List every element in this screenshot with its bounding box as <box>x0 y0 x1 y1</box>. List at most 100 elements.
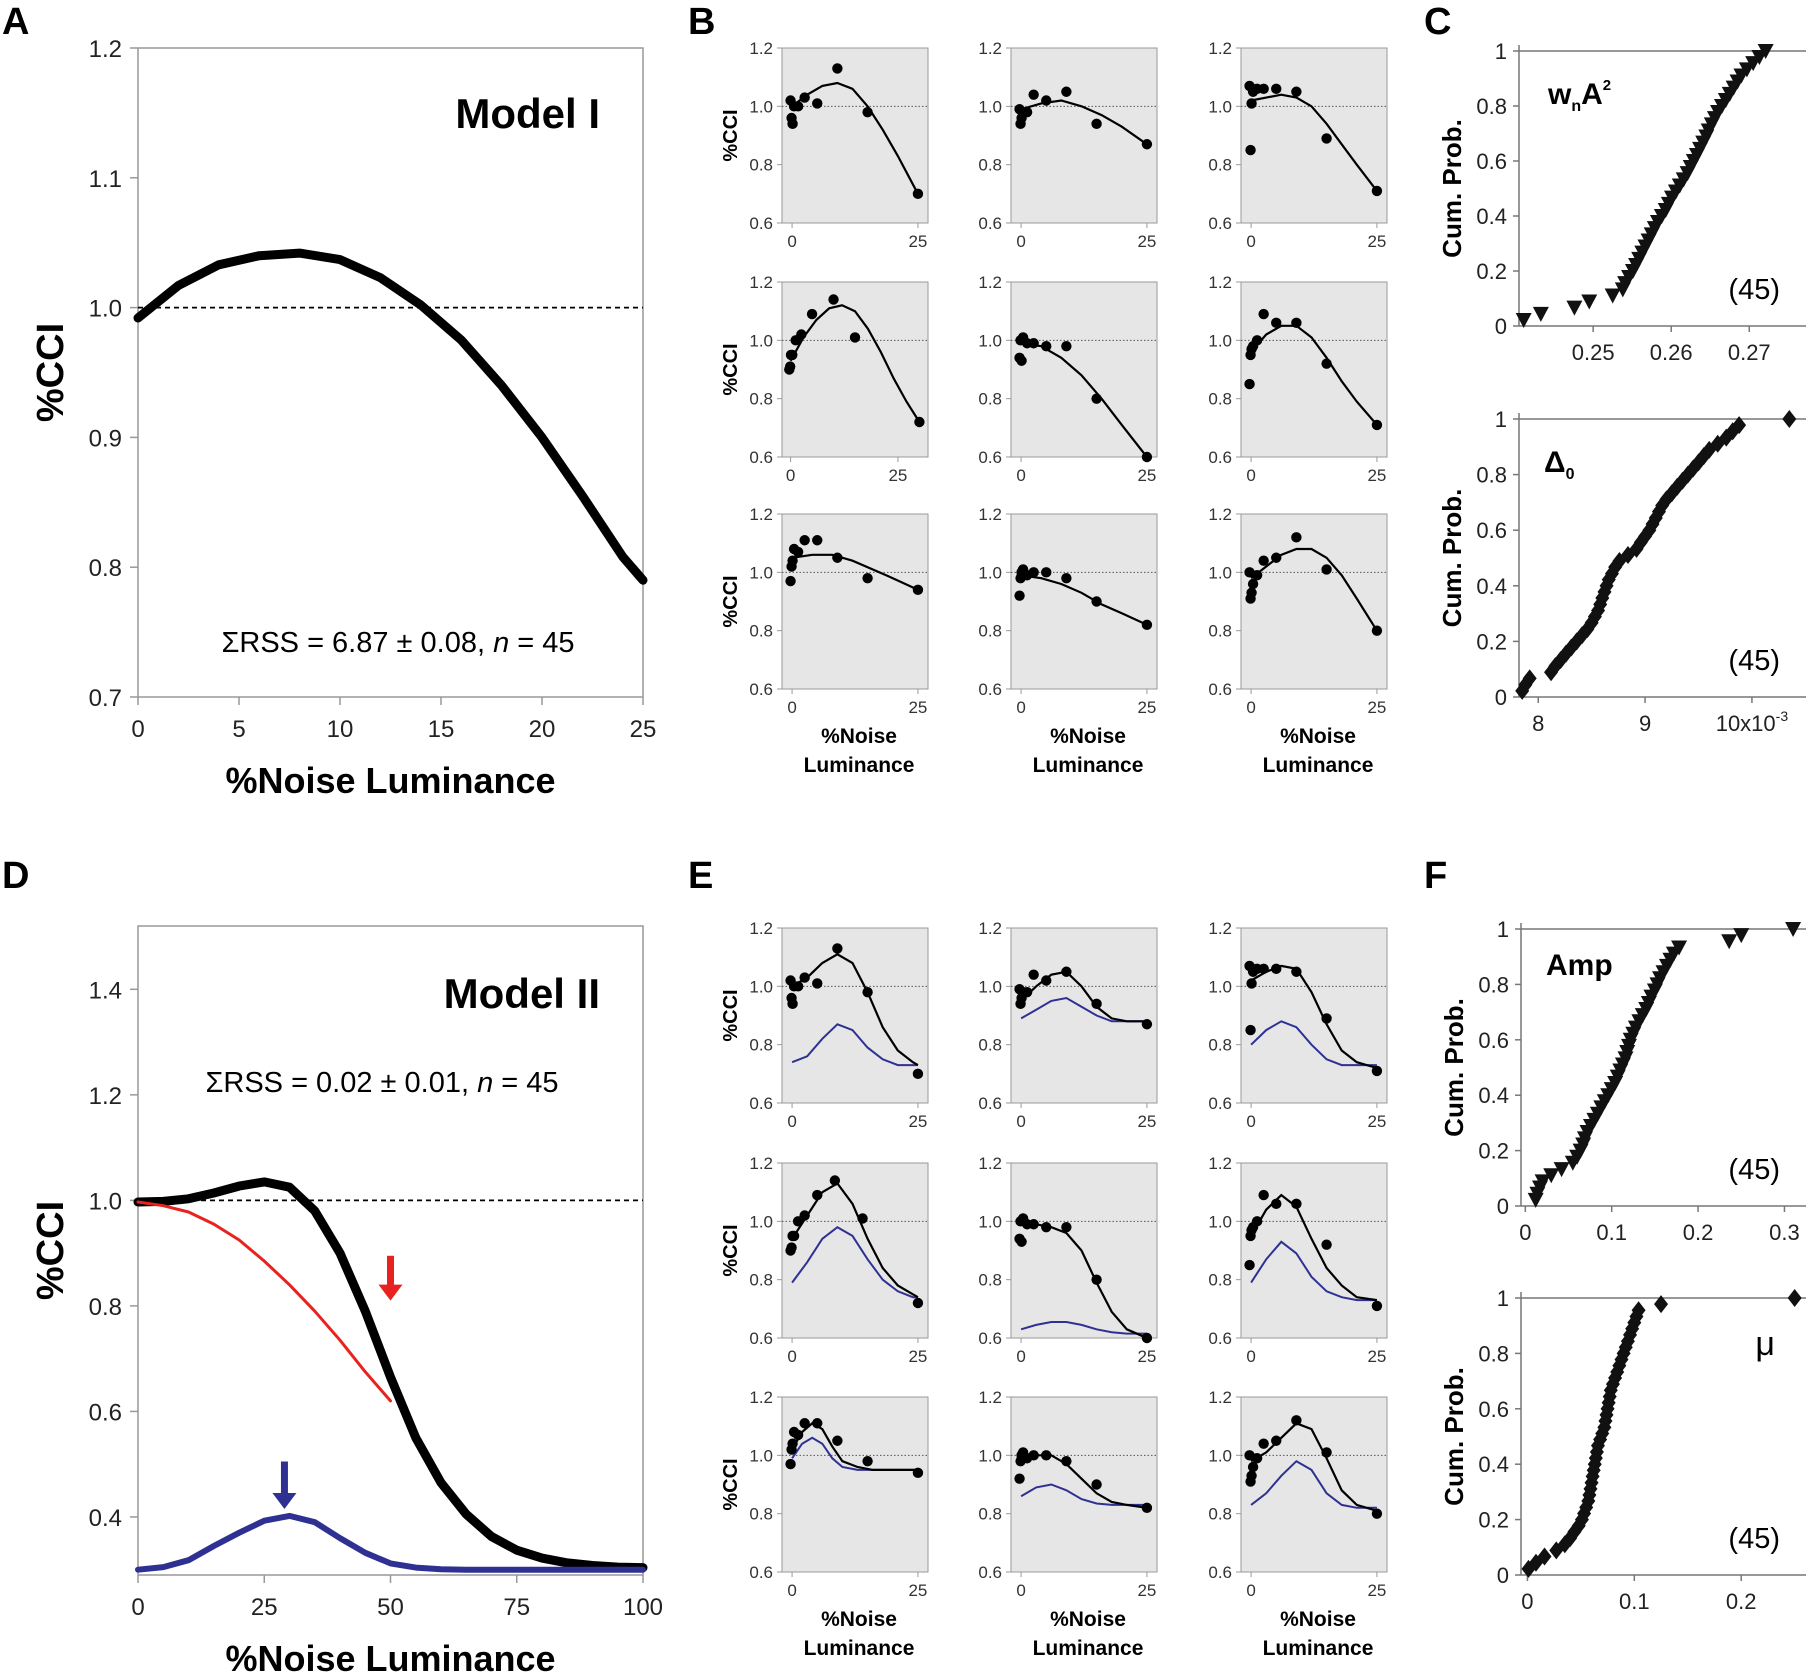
data-point <box>1247 1461 1259 1473</box>
y-tick-label: 1.2 <box>1208 919 1232 938</box>
data-point <box>1021 986 1033 998</box>
x-tick-label: 0 <box>1016 232 1025 251</box>
x-tick-label: 25 <box>1137 466 1156 485</box>
y-tick-label: 0.8 <box>1476 463 1507 488</box>
y-tick-label: 0.8 <box>1208 1505 1232 1524</box>
x-tick-label: 25 <box>1137 1112 1156 1131</box>
data-point <box>1141 139 1153 150</box>
data-point <box>1041 1450 1052 1461</box>
data-marker-triangle <box>1581 294 1598 310</box>
x-axis-label-line2: Luminance <box>1033 754 1144 777</box>
x-tick-label: 25 <box>630 716 657 743</box>
parameter-base: Amp <box>1546 949 1613 982</box>
y-tick-label: 1 <box>1495 407 1507 432</box>
y-tick-label: 0.2 <box>1478 1508 1509 1533</box>
subplot-frame <box>1240 281 1388 458</box>
curve-fit <box>1020 970 1147 1023</box>
subplot-frame <box>1010 1162 1158 1339</box>
y-tick-label: 1.2 <box>1208 273 1232 292</box>
data-point <box>784 361 796 372</box>
x-tick-label: 0 <box>787 1347 796 1366</box>
y-tick-label: 0.9 <box>89 425 122 452</box>
y-tick-label: 0.6 <box>1476 149 1507 174</box>
y-tick-label: 1.0 <box>749 563 773 582</box>
subplot-e-2-2: 0.6 0.8 1.0 1.2 0 25 <box>978 1154 1158 1366</box>
y-tick-label: 1.0 <box>978 1446 1002 1465</box>
y-tick-label: 1.0 <box>749 331 773 350</box>
data-marker-diamond <box>1522 669 1537 688</box>
x-tick-label: 25 <box>1137 1581 1156 1600</box>
y-tick-label: 1.4 <box>89 977 122 1004</box>
sample-count-label: (45) <box>1728 1154 1780 1186</box>
data-point <box>786 1242 797 1253</box>
y-tick-label: 1 <box>1495 39 1507 64</box>
y-tick-label: 1 <box>1497 1286 1509 1311</box>
y-tick-label: 0.8 <box>1208 622 1232 641</box>
y-tick-label: 0.4 <box>1478 1452 1509 1477</box>
data-point <box>1091 1479 1102 1490</box>
x-tick-label: 25 <box>1137 1347 1156 1366</box>
y-tick-label: 1.0 <box>89 1188 122 1215</box>
y-tick-label: 0.6 <box>978 214 1002 233</box>
y-tick-label: 0.6 <box>749 448 773 467</box>
y-tick-label: 1.2 <box>978 505 1002 524</box>
curve-gaussian <box>1020 1321 1147 1335</box>
parameter-subscript: 0 <box>1566 466 1575 483</box>
subplot-frame <box>1010 281 1158 458</box>
data-marker-triangle <box>1553 1162 1570 1178</box>
data-marker-triangle <box>1532 306 1549 322</box>
data-point <box>1258 555 1269 566</box>
y-tick-label: 1.2 <box>749 919 773 938</box>
y-tick-label: 0.6 <box>749 680 773 699</box>
y-tick-label: 0.7 <box>89 685 122 712</box>
data-marker-diamond <box>1787 1289 1802 1307</box>
y-axis-label: %CCI <box>720 1224 742 1276</box>
data-point <box>1141 1502 1153 1514</box>
x-tick-label: 0.1 <box>1596 1220 1627 1245</box>
subplot-frame <box>1240 513 1388 690</box>
subplot-frame <box>1240 47 1388 224</box>
curve-fit <box>789 304 921 423</box>
panel-c: 0 0.2 0.4 0.6 0.8 1 0.25 0.26 0.27 wnA2 (45) Cum. P… <box>1437 39 1806 736</box>
data-point <box>1014 590 1025 601</box>
x-tick-label: 25 <box>1367 466 1386 485</box>
y-tick-label: 1.2 <box>978 39 1002 58</box>
data-point <box>788 1230 800 1242</box>
y-tick-label: 0.6 <box>749 1329 773 1348</box>
data-marker-triangle <box>1757 44 1774 59</box>
data-point <box>1371 625 1383 636</box>
x-tick-label-text: 0.26 <box>1650 340 1693 365</box>
y-tick-label: 0.2 <box>1476 259 1507 284</box>
y-tick-label: 0.6 <box>978 1563 1002 1582</box>
x-tick-label: 0 <box>1016 698 1025 717</box>
x-tick-label: 100 <box>623 1594 663 1621</box>
y-tick-label: 0.8 <box>1478 972 1509 997</box>
sample-count-label: (45) <box>1728 645 1780 677</box>
curve-fit <box>1021 1223 1148 1340</box>
x-tick-label-text: 10x10 <box>1716 711 1776 736</box>
cdf-plot-c-1: 0 0.2 0.4 0.6 0.8 1 0.25 0.26 0.27 wnA2 (45) Cum. P… <box>1437 39 1806 365</box>
data-point <box>914 416 925 428</box>
y-tick-label: 0.8 <box>978 622 1002 641</box>
data-point <box>792 101 804 112</box>
data-point <box>1271 83 1282 95</box>
data-point <box>1291 317 1302 329</box>
parameter-label: wnA2 <box>1547 77 1611 115</box>
data-point <box>912 1467 924 1479</box>
data-marker-triangle <box>1721 934 1738 950</box>
y-axis-label: Cum. Prob. <box>1437 119 1467 258</box>
data-marker-triangle <box>1566 300 1583 316</box>
y-axis-label: %CCI <box>720 109 742 161</box>
data-point <box>1041 340 1052 352</box>
x-axis-label-line1: %Noise <box>1280 1608 1356 1631</box>
y-tick-label: 1.2 <box>1208 39 1232 58</box>
parameter-label: Amp <box>1546 949 1613 982</box>
data-point <box>1021 106 1033 118</box>
curve-gaussian <box>791 1226 918 1299</box>
data-point <box>1321 564 1332 575</box>
data-point <box>1016 355 1027 366</box>
subplot-frame <box>1240 1162 1388 1339</box>
panel-letter-d: D <box>2 855 29 897</box>
x-axis-label: %Noise Luminance <box>225 760 555 801</box>
subplot-frame <box>1240 927 1388 1104</box>
